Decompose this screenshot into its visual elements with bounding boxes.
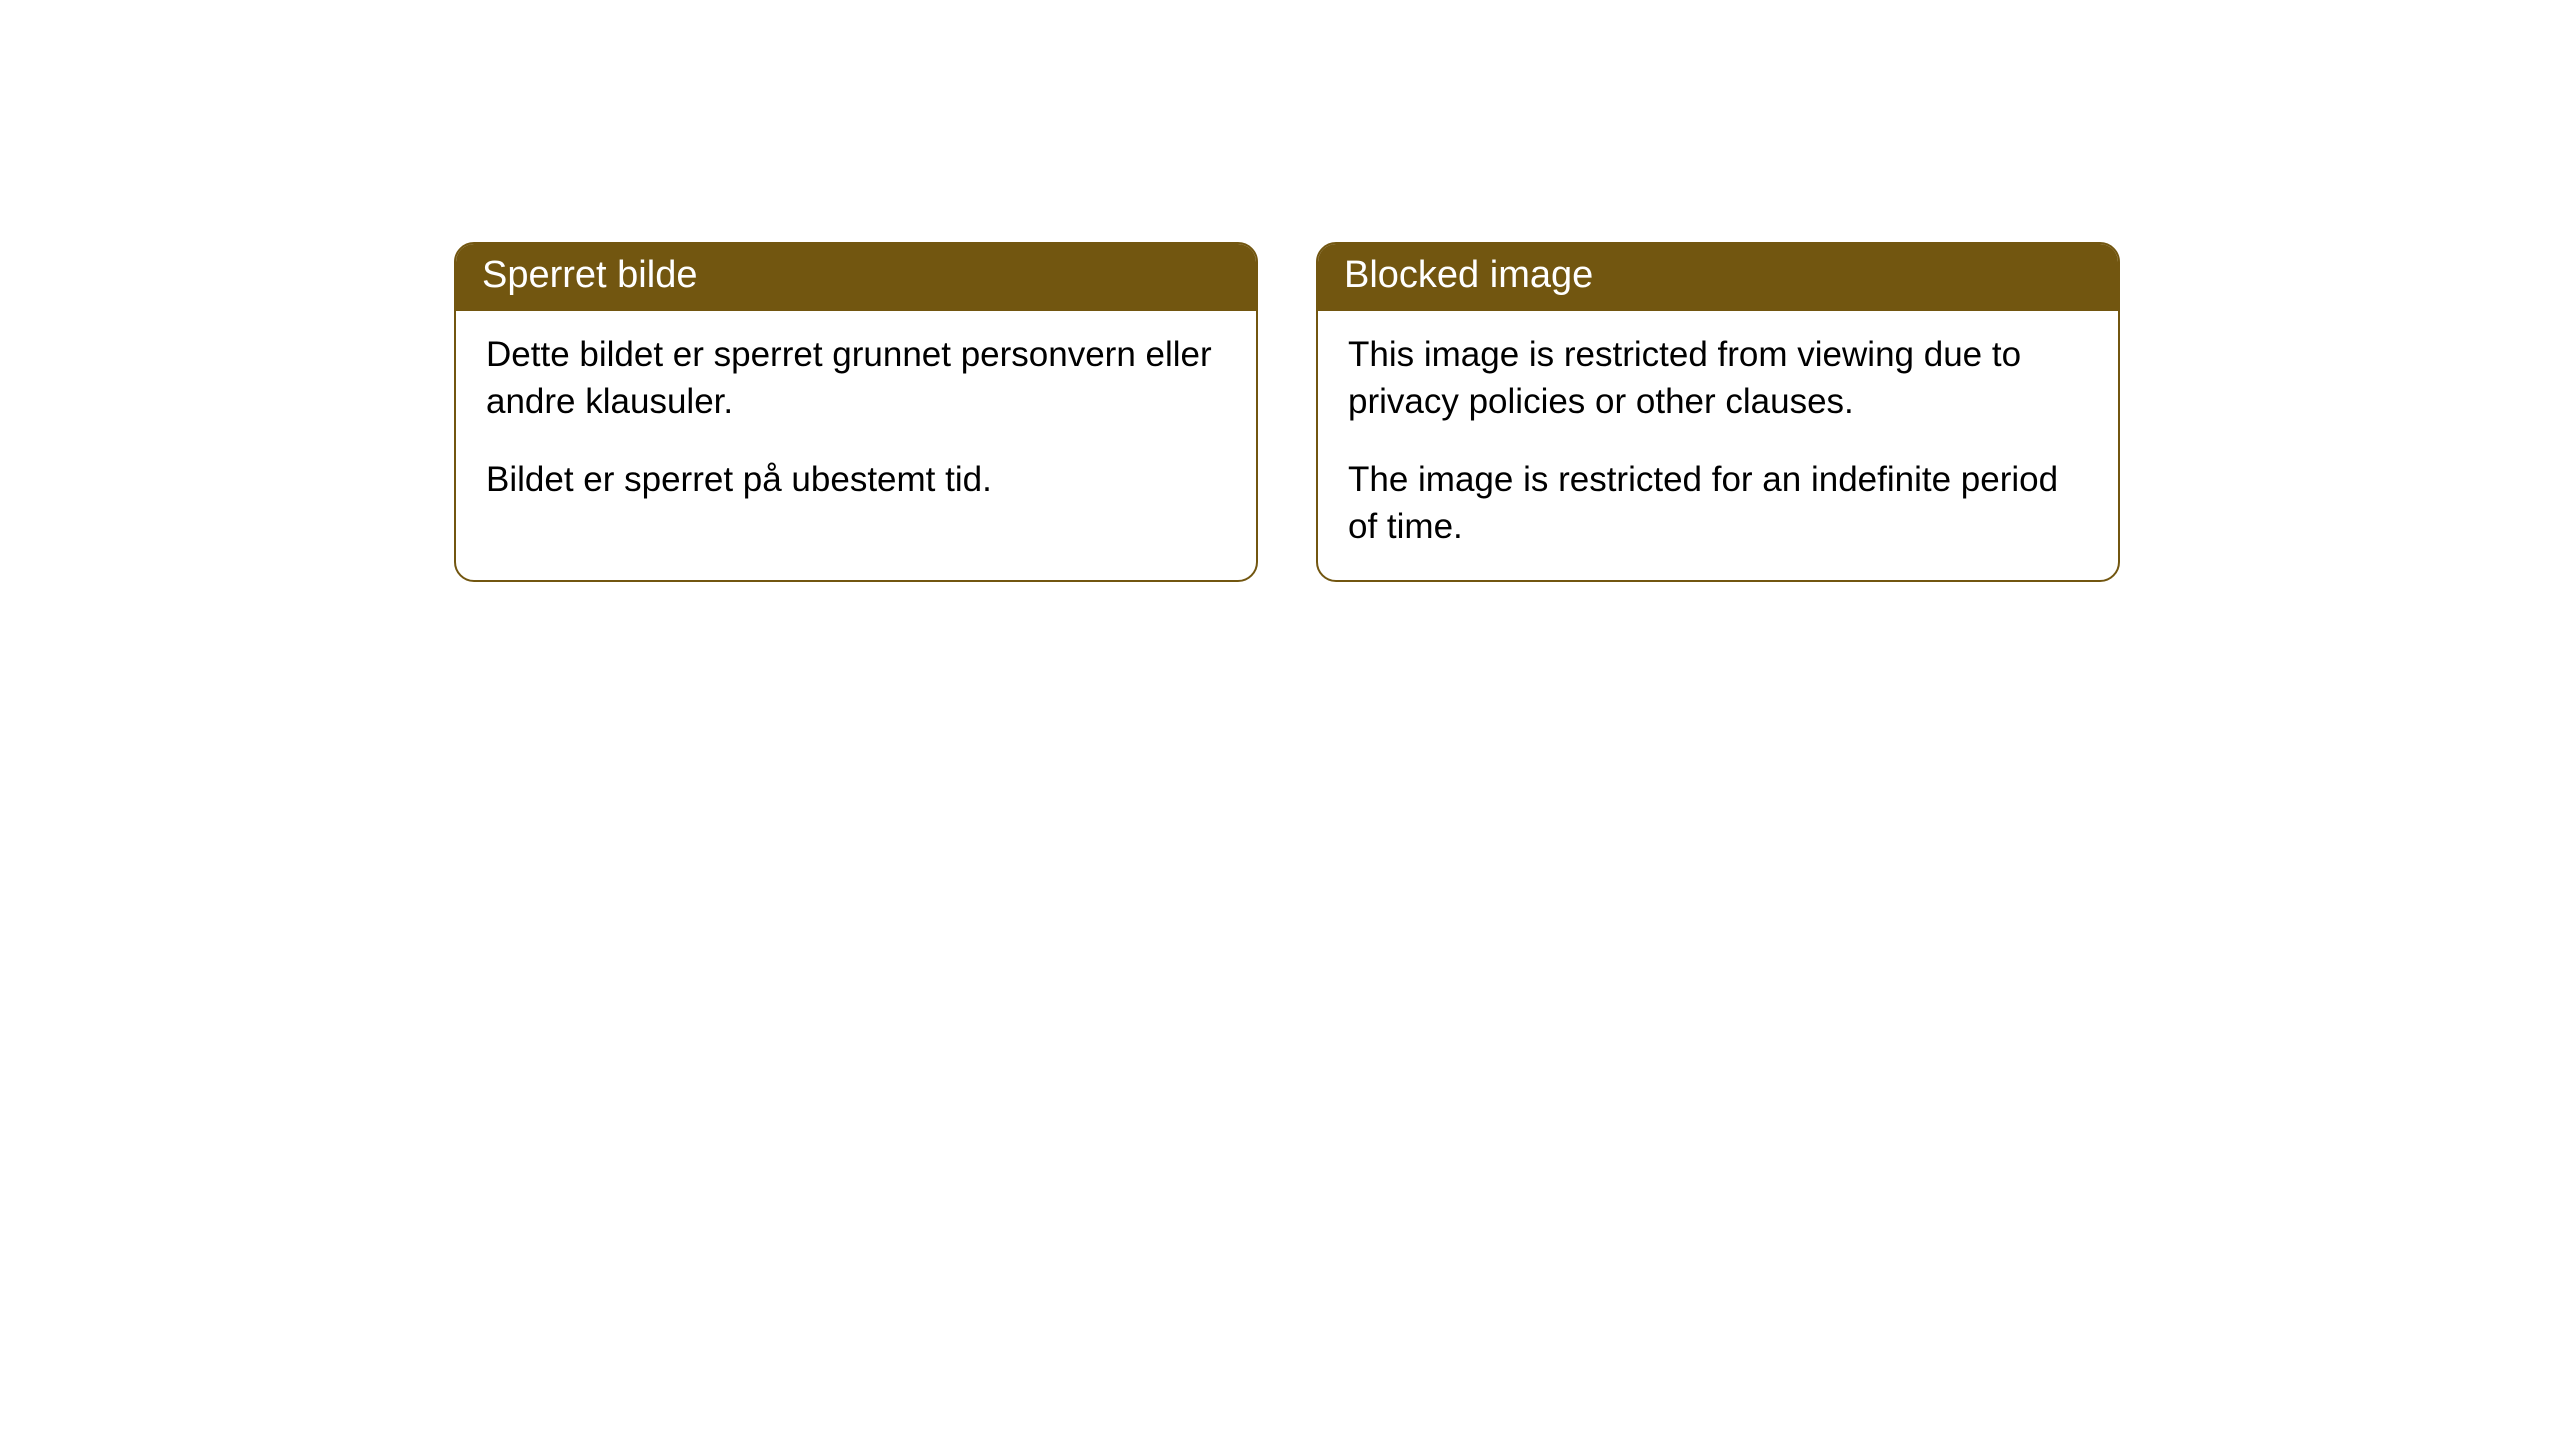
notice-card-english: Blocked image This image is restricted f… (1316, 242, 2120, 582)
notice-body: This image is restricted from viewing du… (1318, 311, 2118, 580)
notice-header: Sperret bilde (456, 244, 1256, 311)
notice-body: Dette bildet er sperret grunnet personve… (456, 311, 1256, 533)
notice-paragraph-2: The image is restricted for an indefinit… (1348, 456, 2088, 551)
notice-paragraph-1: This image is restricted from viewing du… (1348, 331, 2088, 426)
notice-paragraph-2: Bildet er sperret på ubestemt tid. (486, 456, 1226, 503)
notice-container: Sperret bilde Dette bildet er sperret gr… (0, 0, 2560, 582)
notice-card-norwegian: Sperret bilde Dette bildet er sperret gr… (454, 242, 1258, 582)
notice-paragraph-1: Dette bildet er sperret grunnet personve… (486, 331, 1226, 426)
notice-header: Blocked image (1318, 244, 2118, 311)
